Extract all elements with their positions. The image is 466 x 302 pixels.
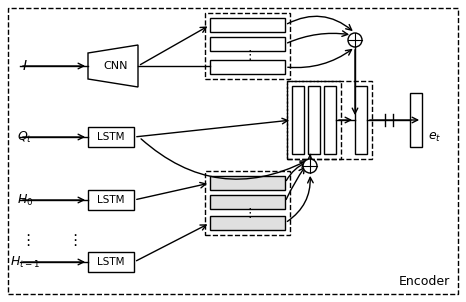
Text: LSTM: LSTM: [97, 132, 125, 142]
Bar: [308, 86, 320, 154]
Text: LSTM: LSTM: [97, 257, 125, 267]
Bar: [88, 190, 134, 210]
Bar: [324, 86, 336, 154]
Bar: [210, 60, 285, 74]
Bar: [210, 176, 285, 190]
Bar: [205, 171, 290, 235]
Bar: [210, 195, 285, 209]
Text: LSTM: LSTM: [97, 195, 125, 205]
Text: $H_{t-1}$: $H_{t-1}$: [10, 255, 40, 270]
Bar: [287, 81, 372, 159]
Polygon shape: [88, 45, 138, 87]
Circle shape: [303, 159, 317, 173]
Text: $\vdots$: $\vdots$: [20, 232, 30, 248]
Bar: [292, 86, 304, 154]
Bar: [205, 13, 290, 79]
Bar: [287, 81, 341, 159]
Text: $Q_t$: $Q_t$: [17, 130, 33, 145]
Text: $\vdots$: $\vdots$: [243, 49, 252, 63]
Bar: [410, 93, 422, 147]
Bar: [210, 18, 285, 32]
Bar: [355, 86, 367, 154]
Text: Encoder: Encoder: [399, 275, 450, 288]
Text: $I$: $I$: [22, 59, 28, 73]
Circle shape: [348, 33, 362, 47]
Text: $e_t$: $e_t$: [428, 130, 442, 143]
Bar: [210, 37, 285, 51]
Text: $\vdots$: $\vdots$: [243, 205, 252, 220]
Text: $H_0$: $H_0$: [17, 192, 33, 207]
Bar: [88, 252, 134, 272]
Text: $\vdots$: $\vdots$: [67, 232, 77, 248]
Bar: [88, 127, 134, 147]
Bar: [210, 216, 285, 230]
Text: CNN: CNN: [103, 61, 128, 71]
